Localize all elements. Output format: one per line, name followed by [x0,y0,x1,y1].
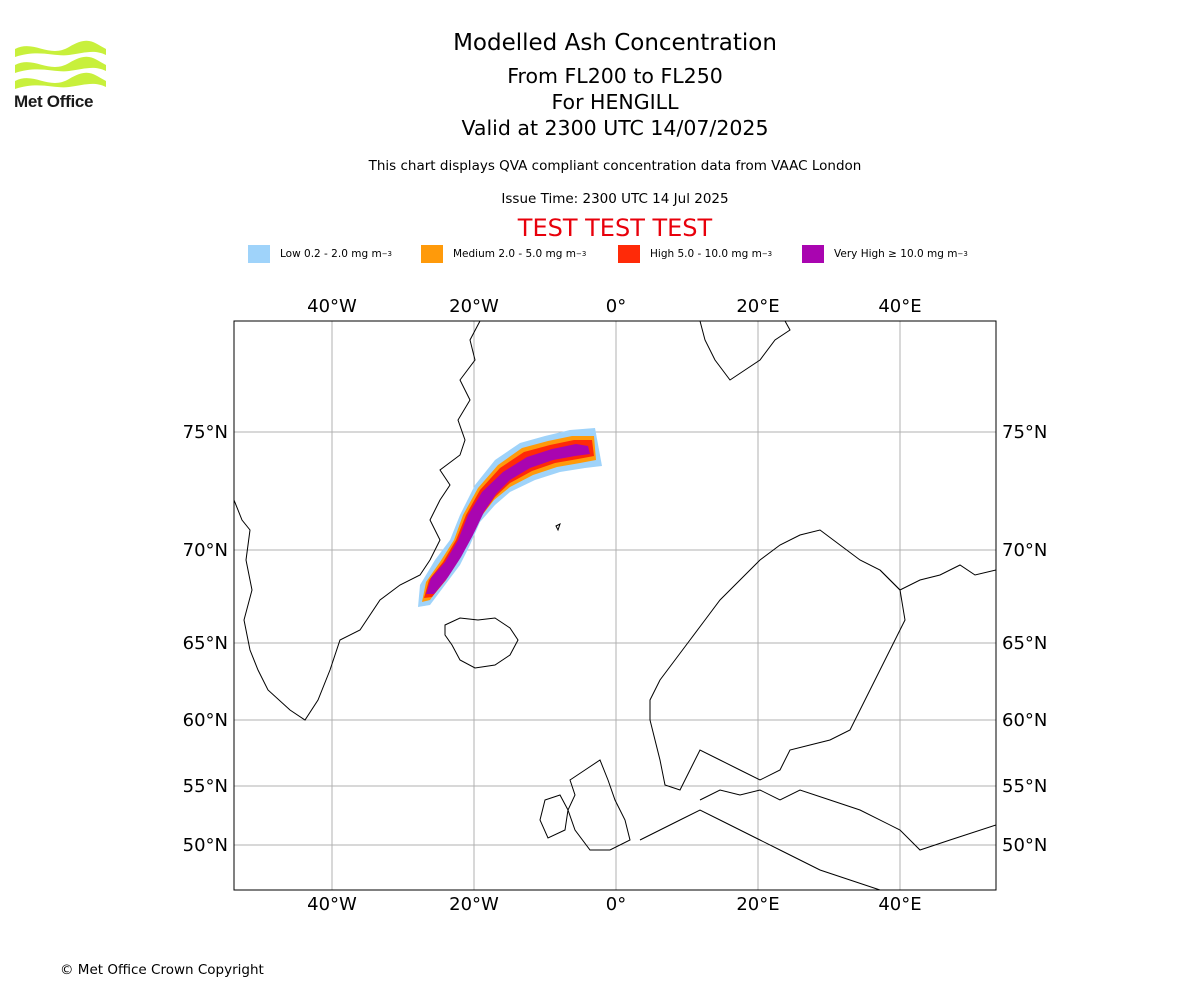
lon-label-top-0: 0° [606,296,626,317]
svalbard-coast [699,321,791,381]
ash-plume [418,428,602,607]
axis-labels: 40°W 20°W 0° 20°E 40°E 40°W 20°W 0° 20°E… [183,296,1048,915]
lat-label-right-70n: 70°N [1002,540,1047,561]
copyright-notice: © Met Office Crown Copyright [60,962,264,978]
test-banner: TEST TEST TEST [517,214,713,242]
flight-level-range: From FL200 to FL250 [507,64,723,88]
lon-label-bottom-40w: 40°W [307,894,357,915]
lon-label-bottom-40e: 40°E [878,894,921,915]
lon-label-top-20w: 20°W [449,296,499,317]
graticule [234,321,996,890]
lon-label-top-20e: 20°E [736,296,779,317]
lat-label-right-75n: 75°N [1002,422,1047,443]
ireland-coast [539,794,569,839]
legend-item-high: High 5.0 - 10.0 mg m −3 [618,244,772,264]
valid-time: Valid at 2300 UTC 14/07/2025 [461,116,769,140]
lat-label-left-75n: 75°N [183,422,228,443]
uk-coast [567,759,631,851]
met-office-logo-icon [15,40,106,89]
legend-swatch-medium [421,245,443,263]
legend-item-low: Low 0.2 - 2.0 mg m −3 [248,244,392,264]
legend-swatch-low [248,245,270,263]
lat-label-left-60n: 60°N [183,710,228,731]
chart-description: This chart displays QVA compliant concen… [368,158,862,174]
chart-title: Modelled Ash Concentration [453,30,777,56]
lon-label-top-40w: 40°W [307,296,357,317]
iceland-coast [444,617,519,669]
lat-label-right-65n: 65°N [1002,633,1047,654]
lat-label-left-70n: 70°N [183,540,228,561]
issue-time: Issue Time: 2300 UTC 14 Jul 2025 [501,191,729,207]
legend-item-very-high: Very High ≥ 10.0 mg m −3 [802,244,968,264]
russia-coast [879,564,996,591]
legend-label-high: High 5.0 - 10.0 mg m [650,248,762,260]
lat-label-left-55n: 55°N [183,776,228,797]
legend-swatch-high [618,245,640,263]
legend-swatch-very-high [802,245,824,263]
norway-coast [649,529,906,791]
coastlines [234,321,996,890]
logo-text: Met Office [14,92,94,111]
central-europe-coast [639,809,881,890]
ash-low-band [418,428,602,607]
volcano-name: For HENGILL [551,90,679,114]
map-frame [233,320,997,891]
legend-label-very-high: Very High ≥ 10.0 mg m [834,248,958,260]
lat-label-right-55n: 55°N [1002,776,1047,797]
baltic-coast [699,789,996,851]
legend-label-medium: Medium 2.0 - 5.0 mg m [453,248,576,260]
jan-mayen-coast [555,523,561,532]
lon-label-top-40e: 40°E [878,296,921,317]
lat-label-right-50n: 50°N [1002,835,1047,856]
lon-label-bottom-20e: 20°E [736,894,779,915]
lat-label-right-60n: 60°N [1002,710,1047,731]
lon-label-bottom-0: 0° [606,894,626,915]
legend-item-medium: Medium 2.0 - 5.0 mg m −3 [421,244,586,264]
greenland-coast [234,321,481,721]
legend-label-low: Low 0.2 - 2.0 mg m [280,248,382,260]
lon-label-bottom-20w: 20°W [449,894,499,915]
lat-label-left-50n: 50°N [183,835,228,856]
lat-label-left-65n: 65°N [183,633,228,654]
ash-very-high-band [426,444,590,594]
